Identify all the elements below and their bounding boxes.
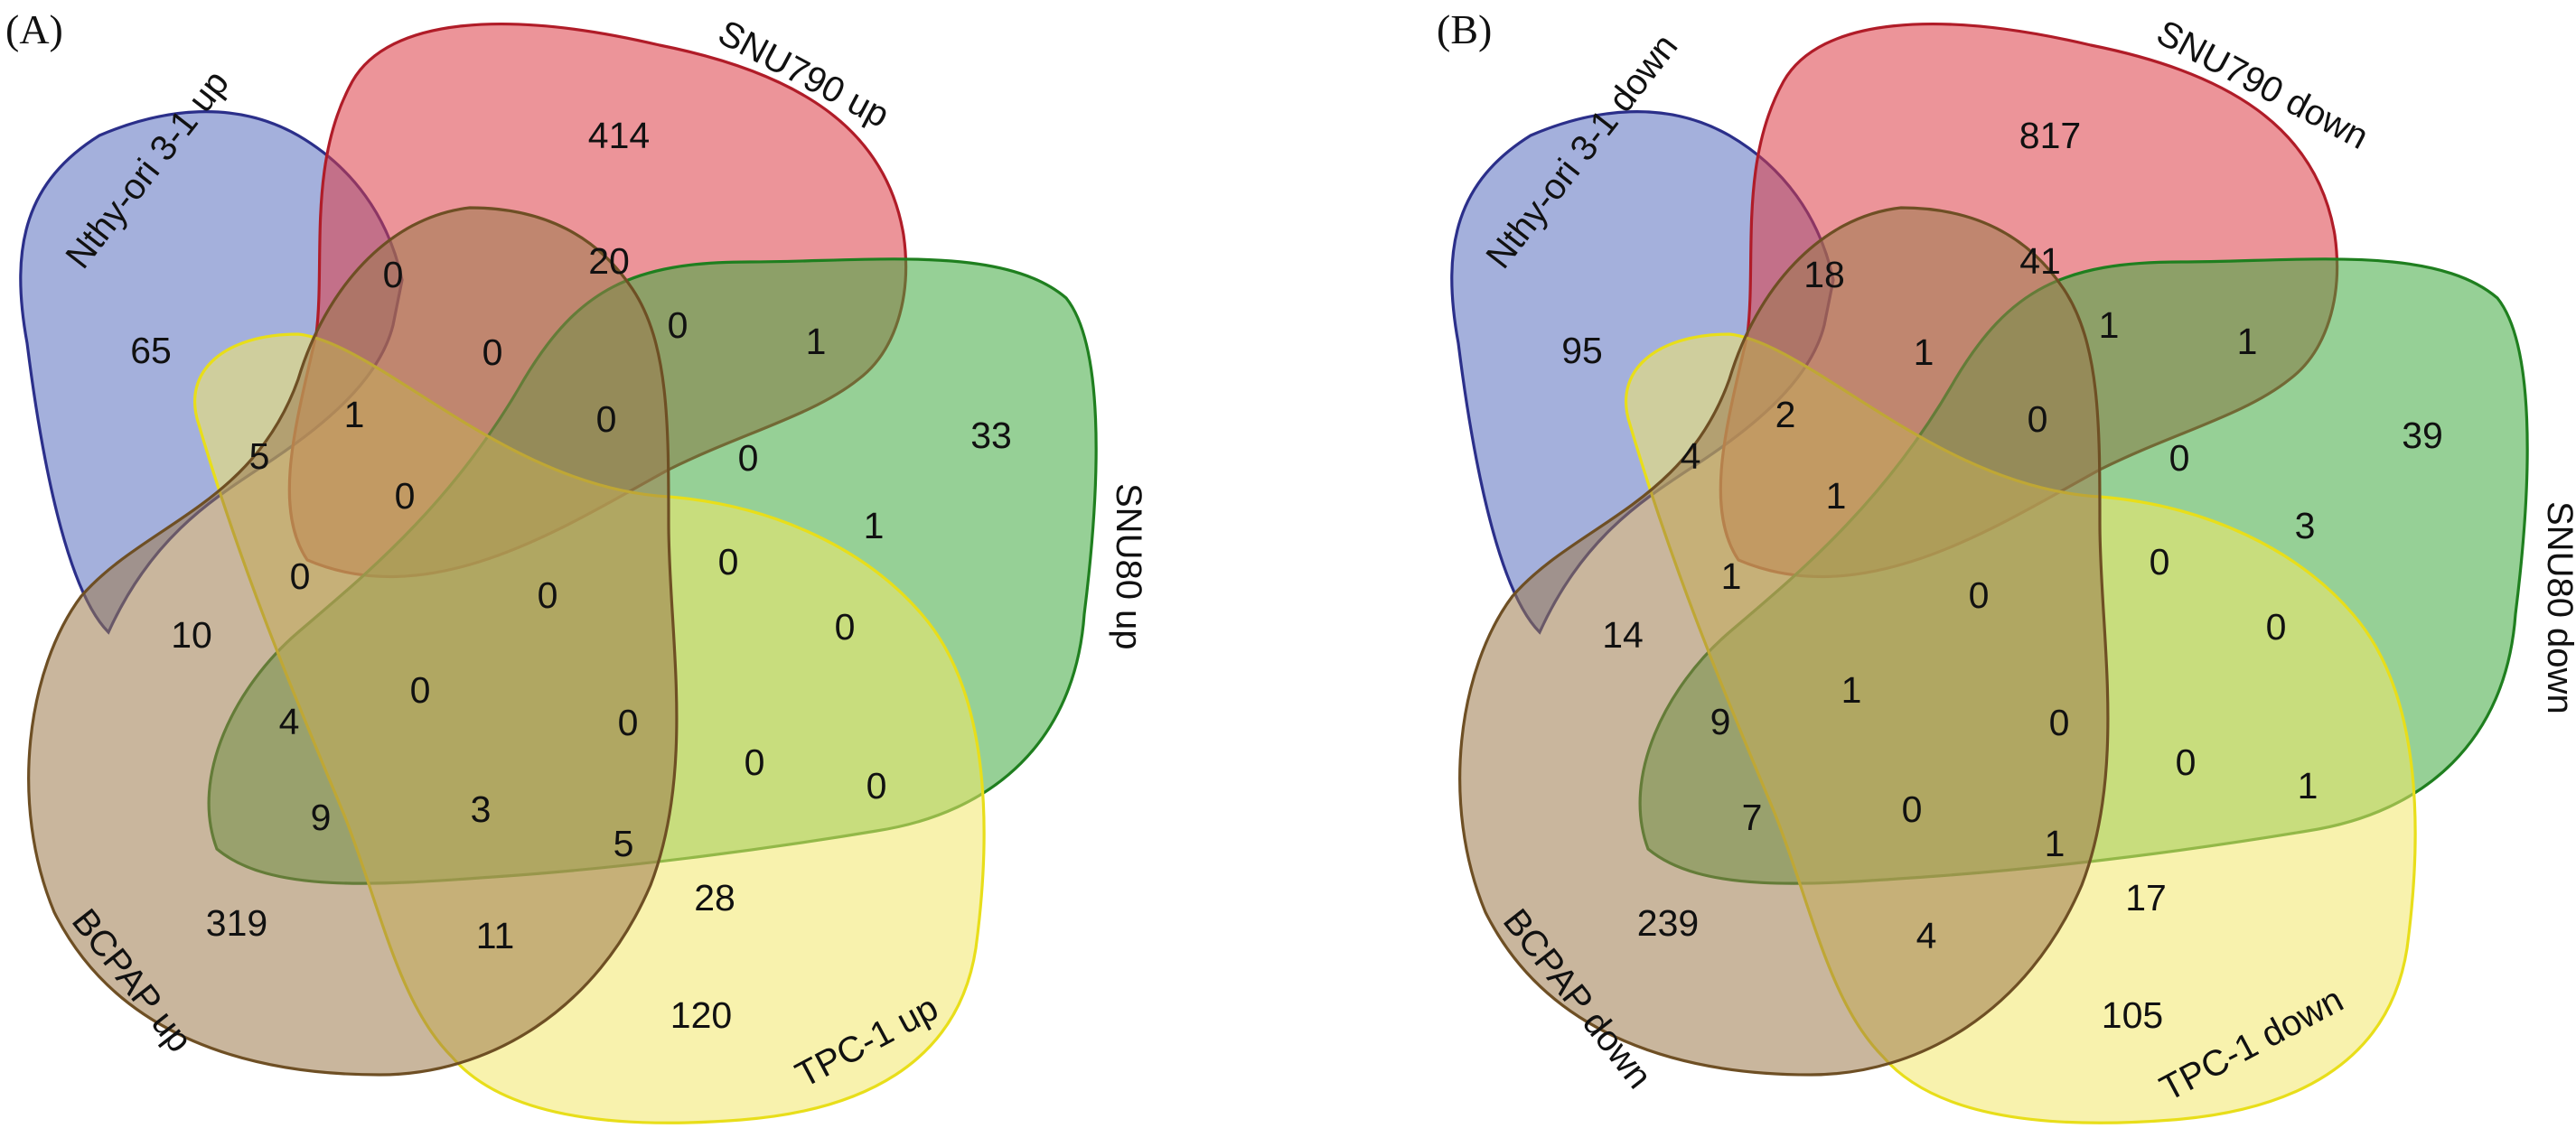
count-snu790-snu80: 1 <box>806 321 827 362</box>
count-center: 0 <box>1969 574 1990 616</box>
count-tpc-only: 120 <box>670 994 732 1036</box>
set-label-snu80: SNU80 up <box>1109 483 1148 650</box>
count-all-five: 1 <box>1826 475 1847 517</box>
count-snu790-snu80-tpc: 0 <box>668 304 688 346</box>
count-nthy-tpc-bcpap-b: 0 <box>290 555 311 597</box>
count-nthy-only: 65 <box>130 330 172 371</box>
count-nthy-tpc: 4 <box>1681 435 1701 477</box>
count-tpc-bcpap: 28 <box>694 877 735 919</box>
count-bcpap-tpc-b: 4 <box>1916 915 1937 956</box>
count-snu790-snu80-tpc: 1 <box>2099 304 2120 346</box>
count-snu790-tpc: 41 <box>2019 240 2061 282</box>
count-snu80-tpc-f: 0 <box>2176 741 2197 783</box>
count-snu790-tpc: 20 <box>588 240 630 282</box>
count-all-five: 0 <box>395 475 416 517</box>
count-nthy-only: 95 <box>1561 330 1603 371</box>
count-snu80-tpc-g: 0 <box>866 765 887 807</box>
count-snu790-only: 817 <box>2019 115 2081 156</box>
count-snu80-only: 39 <box>2402 415 2443 456</box>
count-snu80-bcpap: 7 <box>1742 797 1763 838</box>
count-nthy-tpc-bcpap: 0 <box>410 669 431 711</box>
count-nthy-bcpap: 10 <box>171 614 212 656</box>
count-nthy-tpc-bcpap: 1 <box>1841 669 1862 711</box>
count-nthy-snu790: 18 <box>1803 254 1845 295</box>
count-snu80-tpc-bcpap-d: 0 <box>2150 541 2170 583</box>
count-snu80-tpc-bcpap: 0 <box>618 702 639 743</box>
count-snu790-only: 414 <box>588 115 650 156</box>
count-snu790-snu80: 1 <box>2237 321 2258 362</box>
count-snu80-tpc-e: 0 <box>2266 606 2287 648</box>
venn-panel-b: (B) Nthy-ori 3-1 down SNU790 down SNU80 … <box>1437 6 2576 1124</box>
count-snu80-tpc-e: 0 <box>835 606 856 648</box>
count-nthy-tpc-bcpap-b: 1 <box>1721 555 1742 597</box>
venn-panel-a: (A) Nthy-ori 3-1 up SNU790 up SNU80 up T… <box>5 6 1148 1124</box>
count-snu80-bcpap: 9 <box>311 797 332 838</box>
count-bcpap-only: 319 <box>206 902 267 944</box>
set-label-snu80: SNU80 down <box>2540 501 2576 714</box>
count-bcpap-only: 239 <box>1637 902 1699 944</box>
count-snu80-tpc-bcpap-b: 3 <box>471 788 492 830</box>
count-nthy-tpc: 5 <box>249 435 270 477</box>
count-snu80-tpc-bcpap: 0 <box>2049 702 2070 743</box>
count-snu80-tpc-f: 0 <box>745 741 765 783</box>
count-snu80-tpc-g: 1 <box>2298 765 2318 807</box>
count-nthy-snu790-tpc: 0 <box>482 331 503 373</box>
count-nthy-snu790-snu80: 0 <box>738 437 759 479</box>
count-tpc-only: 105 <box>2102 994 2163 1036</box>
count-snu80-only: 33 <box>970 415 1012 456</box>
panel-letter: (A) <box>5 6 63 52</box>
count-nthy-bcpap: 14 <box>1602 614 1644 656</box>
count-snu80-tpc-bcpap-b: 0 <box>1902 788 1923 830</box>
count-tpc-bcpap: 17 <box>2125 877 2167 919</box>
count-snu80-x: 3 <box>2295 505 2316 546</box>
panel-letter: (B) <box>1437 6 1492 52</box>
petal-bcpap-up <box>27 206 679 1077</box>
count-nthy-snu790-snu80-tpc: 0 <box>596 398 617 440</box>
petal-bcpap-down <box>1458 206 2110 1077</box>
count-nthy-snu80-bcpap: 9 <box>1710 701 1731 742</box>
count-nthy-snu80-bcpap: 4 <box>279 701 300 742</box>
count-nthy-snu790-tpc: 1 <box>1914 331 1934 373</box>
count-nthy-snu790: 0 <box>383 254 404 295</box>
count-nthy-snu790-snu80-tpc: 0 <box>2028 398 2048 440</box>
count-snu80-tpc-bcpap-d: 0 <box>718 541 739 583</box>
count-nthy-snu790-tpc-bcpap: 1 <box>344 394 365 435</box>
count-snu80-tpc-bcpap-c: 1 <box>2045 823 2065 864</box>
count-nthy-snu790-snu80: 0 <box>2169 437 2190 479</box>
count-bcpap-tpc-b: 11 <box>476 915 515 956</box>
count-snu80-tpc-bcpap-c: 5 <box>614 823 634 864</box>
count-center: 0 <box>538 574 558 616</box>
count-nthy-snu790-tpc-bcpap: 2 <box>1775 394 1796 435</box>
count-snu80-x: 1 <box>864 505 885 546</box>
